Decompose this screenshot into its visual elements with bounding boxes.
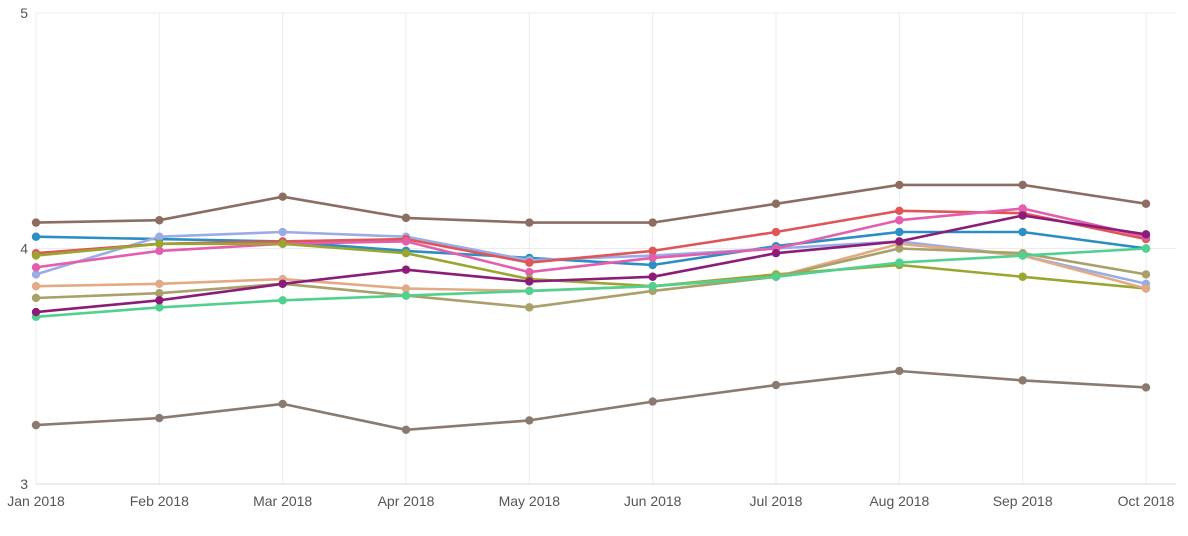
series-2-point <box>648 260 657 270</box>
y-tick-label: 3 <box>20 476 28 492</box>
series-10-point <box>401 265 411 274</box>
series-5-point <box>31 263 41 272</box>
series-9-point <box>895 258 904 267</box>
series-4-point <box>771 227 781 237</box>
series-line-5 <box>34 207 1148 274</box>
series-9-point <box>1141 244 1151 253</box>
series-3-point <box>31 270 41 279</box>
series-11-point <box>771 380 781 390</box>
x-tick-label: Aug 2018 <box>869 493 929 509</box>
series-line-6 <box>34 242 1148 290</box>
series-8-point <box>155 289 164 298</box>
series-line-1 <box>34 183 1148 224</box>
series-1-point <box>895 180 904 190</box>
series-1-point <box>278 192 287 201</box>
series-6-point <box>278 239 287 248</box>
y-tick-label: 5 <box>20 5 28 21</box>
series-7-point <box>31 281 41 291</box>
series-11-point <box>648 397 657 406</box>
series-3-point <box>155 232 164 241</box>
series-6-point <box>401 249 411 258</box>
x-tick-label: May 2018 <box>499 493 561 509</box>
series-2-point <box>31 232 41 241</box>
series-10-point <box>525 277 534 286</box>
series-11-point <box>1018 376 1027 385</box>
x-tick-label: Jan 2018 <box>7 493 65 509</box>
series-4-point <box>648 246 657 256</box>
series-11-point <box>525 416 534 425</box>
series-7-point <box>1141 284 1151 293</box>
series-10-point <box>771 249 781 258</box>
series-9-point <box>648 281 657 291</box>
series-10-point <box>648 272 657 281</box>
x-tick-label: Apr 2018 <box>378 493 435 509</box>
series-5-point <box>1018 204 1027 213</box>
series-1-point <box>155 216 164 225</box>
series-11-point <box>155 413 164 423</box>
series-7-point <box>401 284 411 293</box>
series-11-point <box>31 420 41 430</box>
series-line-11 <box>34 369 1148 432</box>
series-11-point <box>278 399 287 409</box>
series-7-point <box>155 279 164 289</box>
series-1-point <box>401 213 411 223</box>
series-9-point <box>401 291 411 300</box>
series-10-point <box>895 237 904 246</box>
series-1-point <box>648 218 657 227</box>
series-9-point <box>1018 251 1027 260</box>
series-line-9 <box>34 247 1148 319</box>
series-5-point <box>648 253 657 263</box>
series-10-point <box>31 307 41 317</box>
series-line-10 <box>34 214 1148 314</box>
series-9-point <box>771 272 781 281</box>
series-10-point <box>1141 230 1151 239</box>
x-tick-label: Sep 2018 <box>993 493 1053 509</box>
series-5-point <box>525 267 534 277</box>
x-tick-label: Jul 2018 <box>750 493 803 509</box>
series-9-point <box>155 303 164 312</box>
series-1-point <box>525 218 534 227</box>
series-line-8 <box>34 247 1148 309</box>
series-1-point <box>31 218 41 227</box>
series-1-point <box>1141 199 1151 208</box>
series-line-4 <box>34 209 1148 264</box>
series-5-point <box>895 216 904 225</box>
series-8-point <box>525 303 534 312</box>
series-6-point <box>1018 272 1027 281</box>
y-tick-label: 4 <box>20 241 28 257</box>
x-tick-label: Oct 2018 <box>1118 493 1175 509</box>
series-2-point <box>895 227 904 237</box>
series-2-point <box>1018 227 1027 237</box>
series-5-point <box>401 237 411 246</box>
series-4-point <box>895 206 904 216</box>
series-line-2 <box>34 230 1148 267</box>
x-tick-label: Mar 2018 <box>253 493 312 509</box>
series-9-point <box>278 296 287 305</box>
series-11-point <box>401 425 411 435</box>
series-11-point <box>895 366 904 376</box>
series-10-point <box>278 279 287 289</box>
series-9-point <box>525 286 534 296</box>
series-4-point <box>525 258 534 267</box>
series-1-point <box>771 199 781 208</box>
series-6-point <box>31 251 41 260</box>
series-5-point <box>155 246 164 256</box>
series-6-point <box>155 239 164 248</box>
series-1-point <box>1018 180 1027 190</box>
series-8-point <box>895 244 904 253</box>
series-3-point <box>278 227 287 237</box>
x-tick-label: Feb 2018 <box>130 493 189 509</box>
x-tick-label: Jun 2018 <box>624 493 682 509</box>
series-8-point <box>31 293 41 303</box>
series-11-point <box>1141 383 1151 392</box>
series-8-point <box>1141 270 1151 279</box>
series-10-point <box>1018 211 1027 220</box>
series-10-point <box>155 296 164 305</box>
